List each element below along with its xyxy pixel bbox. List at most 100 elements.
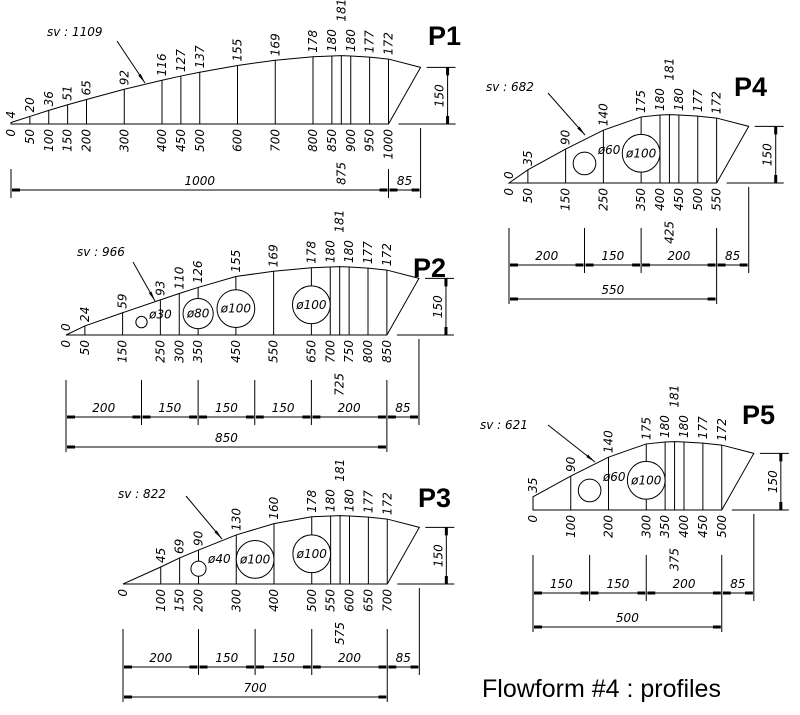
station-position-label: 900 xyxy=(344,129,358,152)
station-height-label: 177 xyxy=(696,416,710,439)
profile-p2: ø30 ø80 ø100 ø100 0 0 50 24 150 59 250 93 300 110 350 1… xyxy=(59,210,454,452)
station-position-label: 200 xyxy=(80,129,94,152)
station-height-label: 90 xyxy=(192,530,206,546)
total-dimension-label: 850 xyxy=(215,431,238,445)
station-height-label: 177 xyxy=(691,89,705,112)
station-position-label: 50 xyxy=(23,129,37,145)
station-position-label: 750 xyxy=(342,340,356,363)
hole-circle xyxy=(190,560,207,577)
station-height-label: 35 xyxy=(521,151,535,166)
station-height-label: 180 xyxy=(653,88,667,111)
station-height-label: 181 xyxy=(333,210,347,233)
station-position-label: 700 xyxy=(268,129,282,152)
station-position-label: 800 xyxy=(306,129,320,152)
station-height-label: 20 xyxy=(23,97,37,113)
station-position-label: 850 xyxy=(380,340,394,363)
station-position-label: 400 xyxy=(677,515,691,538)
station-position-label: 550 xyxy=(324,589,338,612)
station-height-label: 160 xyxy=(267,496,281,519)
station-position-label: 150 xyxy=(173,589,187,612)
station-position-label: 500 xyxy=(715,515,729,538)
station-height-label: 177 xyxy=(361,490,375,513)
station-height-label: 172 xyxy=(710,91,724,114)
profile-name: P1 xyxy=(428,21,461,51)
station-position-label: 650 xyxy=(304,340,318,363)
height-dimension-label: 150 xyxy=(433,84,447,107)
station-position-label: 800 xyxy=(361,340,375,363)
station-position-label: 300 xyxy=(639,515,653,538)
hole-circle xyxy=(292,534,332,574)
station-height-label: 172 xyxy=(382,32,396,55)
station-position-label: 550 xyxy=(710,188,724,211)
height-dimension-label: 150 xyxy=(431,544,445,567)
station-position-label: 575 xyxy=(333,622,347,645)
station-position-label: 425 xyxy=(662,221,676,244)
station-height-label: 45 xyxy=(154,548,168,563)
dimension-label: 85 xyxy=(396,651,411,665)
station-height-label: 130 xyxy=(229,508,243,531)
station-height-label: 35 xyxy=(526,478,540,493)
station-height-label: 90 xyxy=(559,129,573,145)
station-height-label: 180 xyxy=(672,88,686,111)
station-height-label: 175 xyxy=(634,90,648,113)
hole-circle xyxy=(572,151,597,176)
station-height-label: 180 xyxy=(344,29,358,52)
dimension-label: 150 xyxy=(272,651,295,665)
station-height-label: 177 xyxy=(361,241,375,264)
station-height-label: 172 xyxy=(380,243,394,266)
station-height-label: 127 xyxy=(174,49,188,72)
station-height-label: 175 xyxy=(639,417,653,440)
dimension-label: 200 xyxy=(673,577,696,591)
station-position-label: 700 xyxy=(323,340,337,363)
leader-arrow xyxy=(547,92,586,136)
station-height-label: 169 xyxy=(268,33,282,56)
hole-diameter-label: ø100 xyxy=(630,473,662,487)
station-position-label: 200 xyxy=(192,589,206,612)
station-height-label: 65 xyxy=(80,80,94,95)
station-height-label: 180 xyxy=(324,489,338,512)
station-position-label: 1000 xyxy=(382,129,396,160)
station-height-label: 24 xyxy=(78,307,92,322)
hole-diameter-label: ø30 xyxy=(148,307,172,321)
station-position-label: 375 xyxy=(668,548,682,571)
station-height-label: 178 xyxy=(306,30,320,53)
surface-length-label: sv : 822 xyxy=(118,487,166,501)
hole-diameter-label: ø100 xyxy=(295,298,327,312)
station-position-label: 100 xyxy=(42,129,56,152)
surface-length-label: sv : 682 xyxy=(486,80,534,94)
station-position-label: 0 xyxy=(116,589,130,597)
hole-diameter-label: ø100 xyxy=(239,552,271,566)
station-position-label: 950 xyxy=(363,129,377,152)
station-height-label: 181 xyxy=(334,0,348,22)
total-dimension-label: 700 xyxy=(244,681,267,695)
station-position-label: 350 xyxy=(634,188,648,211)
profile-p1: 0450201003615051200653009240011645012750… xyxy=(4,0,461,198)
station-height-label: 180 xyxy=(677,415,691,438)
station-height-label: 0 xyxy=(502,171,516,179)
surface-length-label: sv : 621 xyxy=(480,418,528,432)
station-height-label: 0 xyxy=(59,323,73,331)
station-position-label: 400 xyxy=(155,129,169,152)
profile-p3: ø40 ø100 ø100 0 100 45 150 69 200 90 300 130 400 160 5… xyxy=(116,459,455,702)
dimension-label: 150 xyxy=(272,401,295,415)
hole-circle xyxy=(182,297,214,330)
station-position-label: 300 xyxy=(172,340,186,363)
station-position-label: 0 xyxy=(502,188,516,196)
total-dimension-label: 550 xyxy=(601,283,624,297)
station-height-label: 110 xyxy=(172,266,186,289)
hole-diameter-label: ø40 xyxy=(207,552,231,566)
station-height-label: 181 xyxy=(333,459,347,482)
total-dimension-label: 500 xyxy=(616,611,639,625)
dimension-label: 200 xyxy=(535,249,558,263)
dimension-label: 1000 xyxy=(184,174,215,188)
hole-diameter-label: ø60 xyxy=(597,143,621,157)
leader-arrow xyxy=(116,40,146,84)
station-position-label: 150 xyxy=(61,129,75,152)
station-position-label: 200 xyxy=(602,515,616,538)
hole-diameter-label: ø100 xyxy=(625,146,657,160)
station-position-label: 100 xyxy=(154,589,168,612)
station-height-label: 137 xyxy=(193,45,207,68)
hole-circle xyxy=(621,133,661,173)
station-height-label: 116 xyxy=(155,53,169,76)
